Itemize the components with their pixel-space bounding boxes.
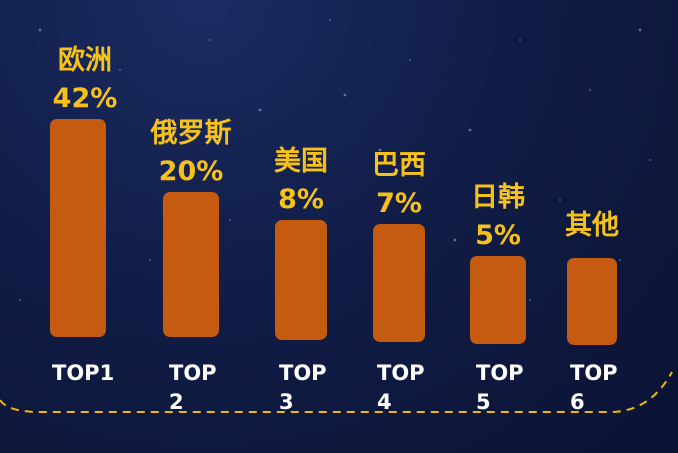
tick-label-1: TOP1 [52,361,114,385]
tick-label-4-line2: 4 [377,390,392,414]
category-label-2: 俄罗斯 [150,118,232,149]
star-dot [119,69,121,71]
bar-5 [470,256,526,344]
tick-label-3: TOP [279,361,327,385]
star-dot [589,89,591,91]
star-dot [649,159,651,161]
star-dot [329,19,331,21]
star-dot [149,259,151,261]
value-label-5: 5% [475,220,521,251]
tick-label-3-line2: 3 [279,390,294,414]
star-dot [529,299,531,301]
tick-label-5: TOP [476,361,524,385]
star-dot [258,108,262,112]
star-dot [453,238,457,242]
tick-label-2-line2: 2 [169,390,184,414]
starfield-background [19,19,651,301]
ticks-layer: TOP1 TOP 2 TOP 3 TOP 4 TOP 5 TOP 6 [52,361,618,414]
star-dot [409,59,411,61]
bar-4 [373,224,425,342]
labels-layer: 欧洲 42% 俄罗斯 20% 美国 8% 巴西 7% 日韩 5% 其他 [53,45,619,251]
bar-2 [163,192,219,337]
tick-label-6: TOP [570,361,618,385]
star-dot [378,148,382,152]
star-dot [619,259,621,261]
tick-label-2: TOP [169,361,217,385]
value-label-1: 42% [53,83,118,114]
star-dot [468,128,472,132]
star-dot [38,28,42,32]
star-dot [638,28,642,32]
tick-label-4: TOP [377,361,425,385]
value-label-4: 7% [376,188,422,219]
value-label-2: 20% [159,156,224,187]
category-label-3: 美国 [274,145,328,177]
star-dot [519,39,521,41]
bars-layer [50,119,617,345]
star-dot [19,299,21,301]
category-label-5: 日韩 [471,182,525,213]
star-dot [229,219,231,221]
value-label-3: 8% [278,184,324,215]
category-label-4: 巴西 [372,150,426,181]
bar-6 [567,258,617,345]
tick-label-6-line2: 6 [570,390,585,414]
tick-label-5-line2: 5 [476,390,491,414]
bar-1 [50,119,106,337]
star-dot [559,199,561,201]
category-label-1: 欧洲 [58,45,112,76]
category-label-6: 其他 [565,210,619,241]
star-dot [343,93,347,97]
bar-3 [275,220,327,340]
star-dot [209,39,211,41]
